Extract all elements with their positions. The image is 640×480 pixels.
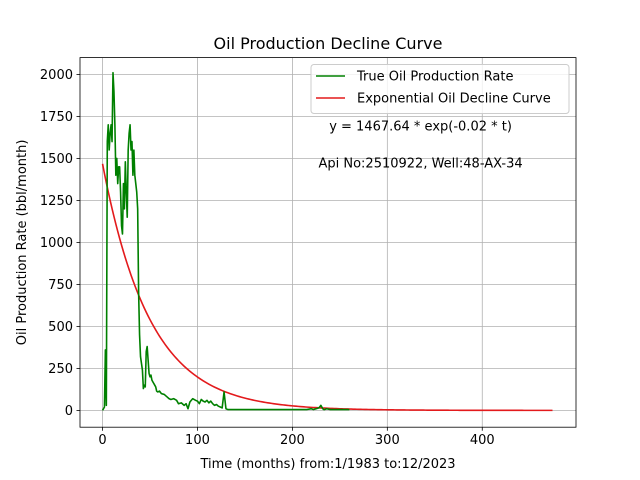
- series-layer: [101, 71, 553, 412]
- equation-annotation: y = 1467.64 * exp(-0.02 * t): [329, 120, 512, 135]
- plot-frame: [79, 57, 577, 428]
- legend-label-true-rate: True Oil Production Rate: [356, 70, 513, 85]
- x-tick-label: 300: [375, 433, 400, 448]
- x-tick-label: 0: [98, 433, 106, 448]
- x-tick-label: 400: [470, 433, 495, 448]
- y-tick-label: 1500: [40, 152, 73, 167]
- y-tick-label: 750: [48, 278, 73, 293]
- axis-ticks: 0 100 200 300 400 0 250 500 750 1000 1250 1500 1750 2…: [40, 68, 495, 448]
- y-tick-label: 2000: [40, 68, 73, 83]
- y-tick-label: 1000: [40, 236, 73, 251]
- legend-box: [310, 64, 570, 114]
- y-tick-label: 250: [48, 362, 73, 377]
- x-axis-label: Time (months) from:1/1983 to:12/2023: [199, 457, 455, 472]
- y-tick-label: 1250: [40, 194, 73, 209]
- y-tick-label: 500: [48, 320, 73, 335]
- true-production-line: [101, 71, 350, 411]
- well-annotation: Api No:2510922, Well:48-AX-34: [318, 157, 522, 172]
- x-tick-label: 100: [185, 433, 210, 448]
- legend-label-exp-curve: Exponential Oil Decline Curve: [357, 92, 551, 107]
- chart-title: Oil Production Decline Curve: [214, 34, 443, 53]
- legend: True Oil Production Rate Exponential Oil…: [310, 64, 570, 114]
- x-tick-label: 200: [280, 433, 305, 448]
- y-axis-label: Oil Production Rate (bbl/month): [15, 140, 30, 346]
- grid-lines: [80, 57, 576, 428]
- y-tick-label: 0: [65, 404, 73, 419]
- y-tick-label: 1750: [40, 110, 73, 125]
